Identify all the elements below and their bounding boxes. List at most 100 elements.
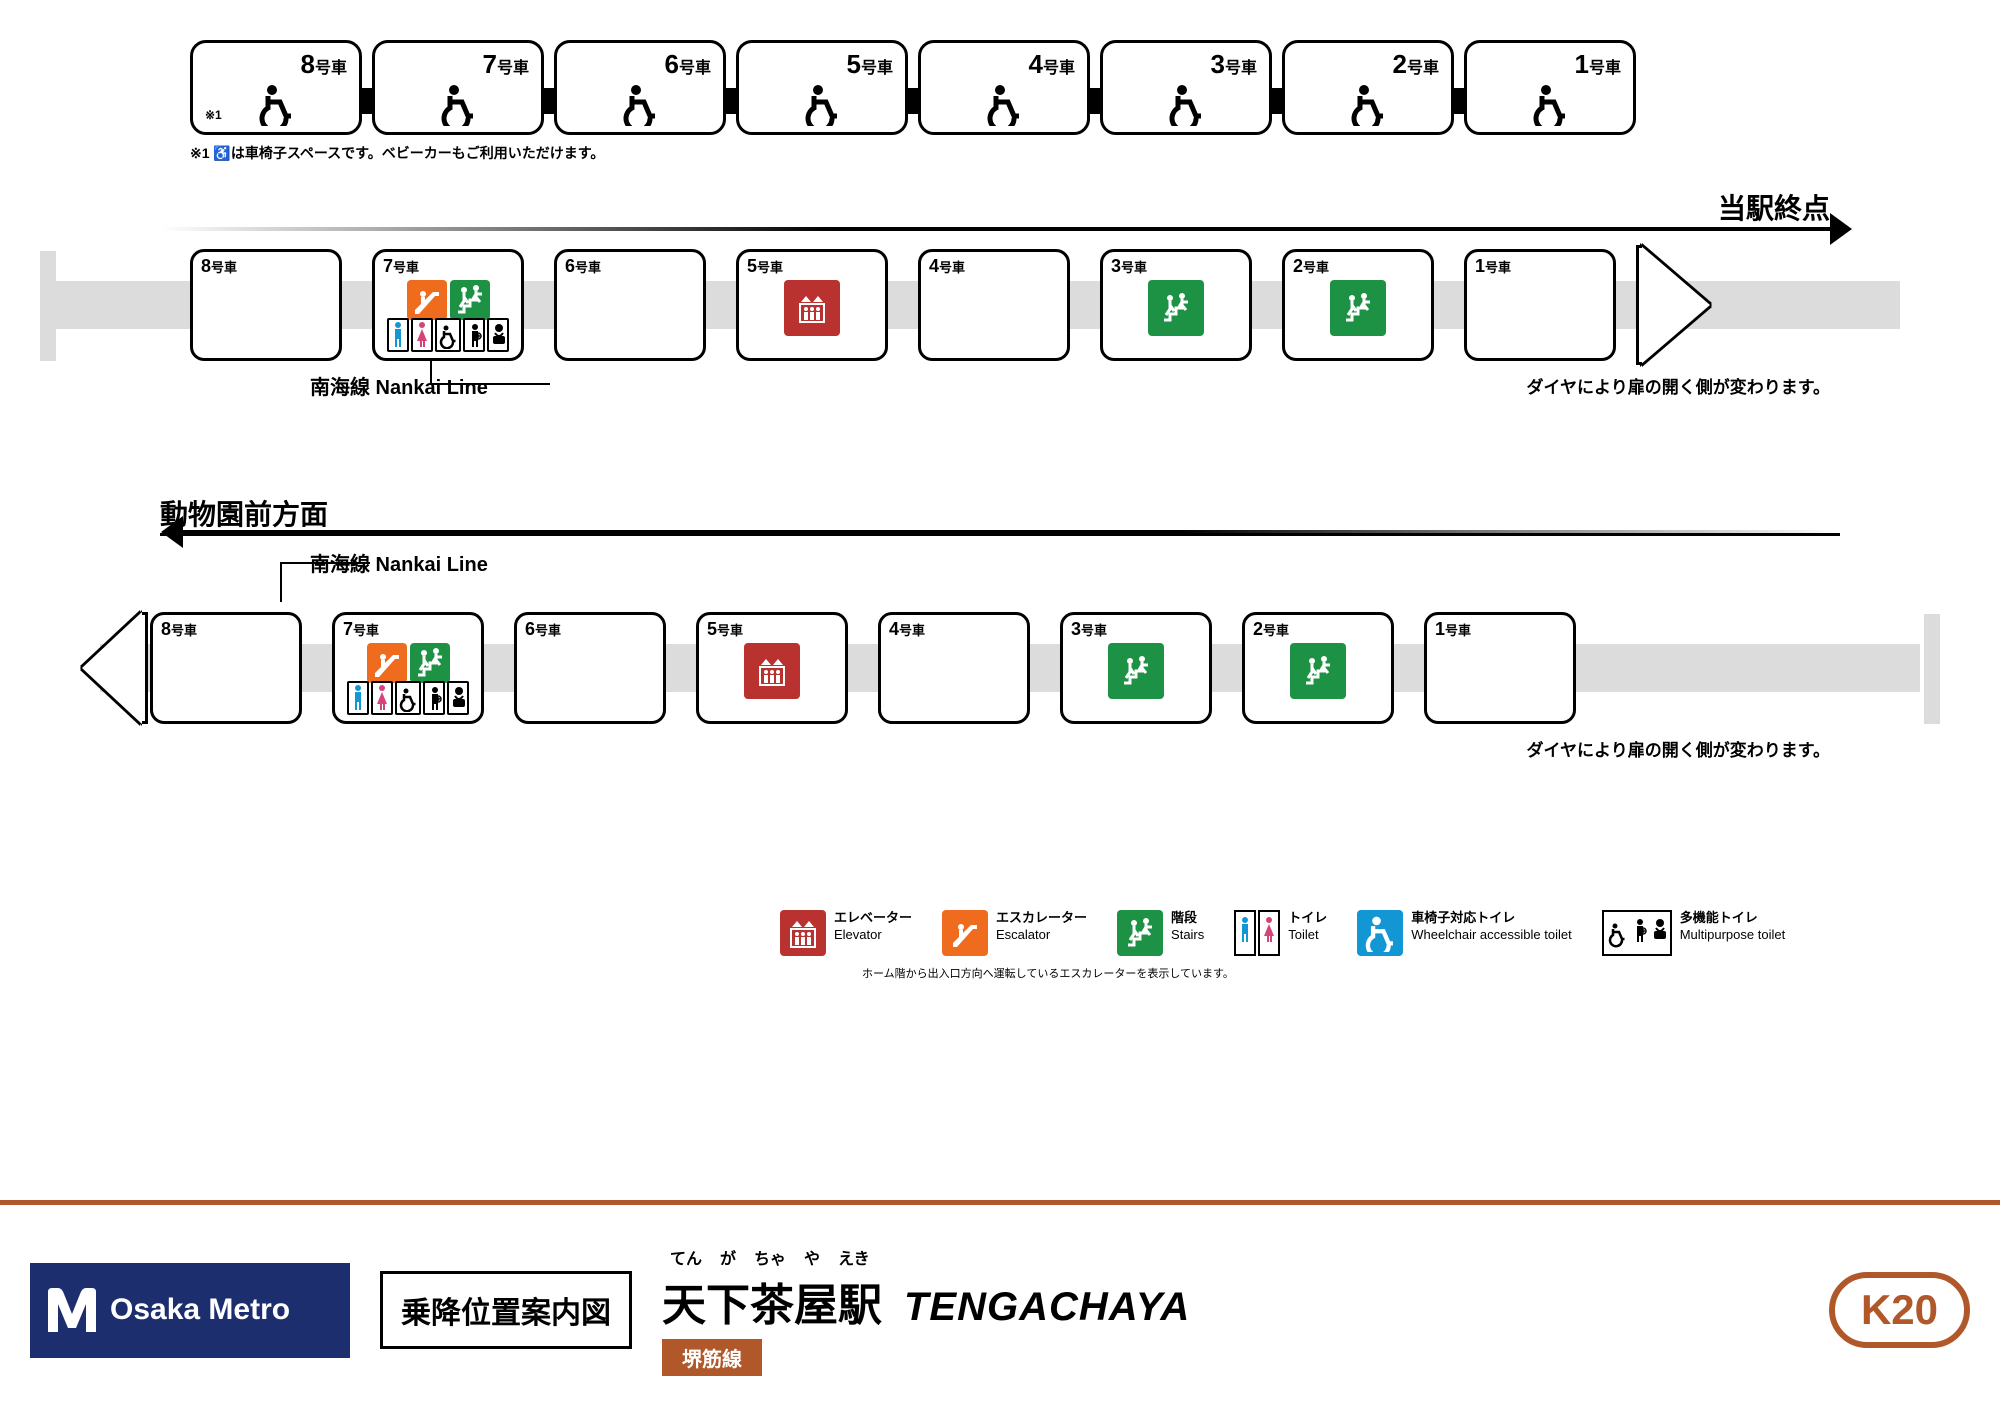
plat-car-6: 6号車: [554, 249, 706, 361]
plat-car-3: 3号車: [1060, 612, 1212, 724]
plat-car-2: 2号車: [1282, 249, 1434, 361]
top-car-4: 4号車: [918, 40, 1090, 135]
car-suffix: 号車: [315, 60, 347, 77]
top-car-1: 1号車: [1464, 40, 1636, 135]
legend-escalator: エスカレーターEscalator: [942, 910, 1087, 956]
direction-heading: 動物園前方面: [160, 493, 2000, 533]
ruby-row: てんがちゃやえき: [670, 1245, 1190, 1269]
wheelchair-icon: [436, 82, 480, 126]
plat-car-8: 8号車: [150, 612, 302, 724]
elevator-icon: [784, 280, 840, 336]
toilet-m-icon: [1234, 910, 1256, 956]
wc-note: ※1: [205, 108, 222, 122]
top-car-3: 3号車: [1100, 40, 1272, 135]
direction-arrow-icon: [183, 530, 1840, 534]
wc-acc-icon: [395, 681, 421, 715]
nankai-label: 南海線 Nankai Line: [310, 371, 488, 400]
plat-car-7: 7号車: [332, 612, 484, 724]
legend-multi-toilet: 多機能トイレMultipurpose toilet: [1602, 910, 1786, 956]
wc-icon: [1606, 914, 1628, 952]
station-block: てんがちゃやえき 天下茶屋駅 TENGACHAYA 堺筋線: [662, 1245, 1190, 1376]
wheelchair-icon: [254, 82, 298, 126]
escalator-icon: [942, 910, 988, 956]
plat-car-5: 5号車: [736, 249, 888, 361]
platform-2: 南海線 Nankai Line 8号車 7号車 6号車 5号車 4号車 3号車 …: [0, 544, 2000, 784]
legend: エレベーターElevator エスカレーターEscalator 階段Stairs…: [780, 910, 1785, 956]
baby-icon: [447, 681, 469, 715]
wheelchair-icon: [982, 82, 1026, 126]
wc-acc-icon: [435, 318, 461, 352]
elevator-icon: [780, 910, 826, 956]
platform-cars: 8号車 7号車 6号車 5号車 4号車 3号車 2号車 1号車: [150, 612, 1576, 724]
plat-car-4: 4号車: [918, 249, 1070, 361]
plat-car-5: 5号車: [696, 612, 848, 724]
top-car-7: 7号車: [372, 40, 544, 135]
legend-toilet: トイレToilet: [1234, 910, 1327, 956]
escalator-icon: [367, 643, 407, 683]
footer: Osaka Metro 乗降位置案内図 てんがちゃやえき 天下茶屋駅 TENGA…: [0, 1230, 2000, 1390]
wheelchair-icon: [618, 82, 662, 126]
top-car-row: 8号車 ※1 7号車 6号車 5号車 4号車 3号車 2号車 1号車: [0, 40, 2000, 135]
wheelchair-icon: [1528, 82, 1572, 126]
platform-cars: 8号車 7号車 6号車 5号車 4号車 3号車 2号車 1号車: [190, 249, 1616, 361]
legend-wc-toilet: 車椅子対応トイレWheelchair accessible toilet: [1357, 910, 1571, 956]
wheelchair-icon: [1346, 82, 1390, 126]
platform-1: 当駅終点 8号車 7号車 6号車 5号車 4号車 3号車 2号車: [0, 193, 2000, 393]
ostomy-icon: [423, 681, 445, 715]
plat-car-1: 1号車: [1424, 612, 1576, 724]
direction-arrow-icon: [160, 227, 1830, 231]
footnote-1: ※1 ♿は車椅子スペースです。ベビーカーもご利用いただけます。: [190, 143, 2000, 163]
legend-stairs: 階段Stairs: [1117, 910, 1204, 956]
metro-text: Osaka Metro: [110, 1293, 290, 1327]
elevator-icon: [744, 643, 800, 699]
footer-separator: [0, 1200, 2000, 1205]
escalator-icon: [407, 280, 447, 320]
stairs-icon: [1330, 280, 1386, 336]
wheelchair-icon: [800, 82, 844, 126]
toilet-m-icon: [387, 318, 409, 352]
top-car-8: 8号車 ※1: [190, 40, 362, 135]
track-end: [1924, 614, 1940, 724]
nankai-label: 南海線 Nankai Line: [310, 548, 488, 577]
direction-label: 当駅終点: [1718, 187, 1830, 227]
diagram-main: 8号車 ※1 7号車 6号車 5号車 4号車 3号車 2号車 1号車 ※1 ♿は…: [0, 40, 2000, 784]
door-note: ダイヤにより扉の開く側が変わります。: [1527, 373, 1830, 398]
legend-elevator: エレベーターElevator: [780, 910, 912, 956]
ostomy-icon: [1630, 917, 1648, 949]
plat-car-3: 3号車: [1100, 249, 1252, 361]
train-arrow-icon: [1640, 245, 1710, 365]
toilet-f-icon: [371, 681, 393, 715]
wc-toilet-icon: [1357, 910, 1403, 956]
toilet-m-icon: [347, 681, 369, 715]
metro-m-icon: [44, 1282, 100, 1338]
stairs-icon: [1148, 280, 1204, 336]
door-note: ダイヤにより扉の開く側が変わります。: [1527, 736, 1830, 761]
track-end: [40, 251, 56, 361]
guide-title: 乗降位置案内図: [380, 1271, 632, 1349]
stairs-icon: [1290, 643, 1346, 699]
top-car-2: 2号車: [1282, 40, 1454, 135]
legend-note: ホーム階から出入口方向へ運転しているエスカレーターを表示しています。: [862, 965, 1234, 981]
station-jp: 天下茶屋駅: [662, 1269, 882, 1333]
stairs-icon: [410, 643, 450, 683]
plat-car-8: 8号車: [190, 249, 342, 361]
station-en: TENGACHAYA: [904, 1285, 1190, 1330]
toilet-f-icon: [1258, 910, 1280, 956]
car-num: 8: [301, 49, 315, 79]
stairs-icon: [450, 280, 490, 320]
top-car-6: 6号車: [554, 40, 726, 135]
plat-car-4: 4号車: [878, 612, 1030, 724]
toilet-f-icon: [411, 318, 433, 352]
plat-car-7: 7号車: [372, 249, 524, 361]
station-code: K20: [1829, 1272, 1970, 1348]
top-car-5: 5号車: [736, 40, 908, 135]
stairs-icon: [1108, 643, 1164, 699]
baby-icon: [487, 318, 509, 352]
plat-car-2: 2号車: [1242, 612, 1394, 724]
baby-icon: [1650, 917, 1668, 949]
train-arrow-icon: [82, 612, 142, 724]
plat-car-6: 6号車: [514, 612, 666, 724]
stairs-icon: [1117, 910, 1163, 956]
ostomy-icon: [463, 318, 485, 352]
plat-car-1: 1号車: [1464, 249, 1616, 361]
